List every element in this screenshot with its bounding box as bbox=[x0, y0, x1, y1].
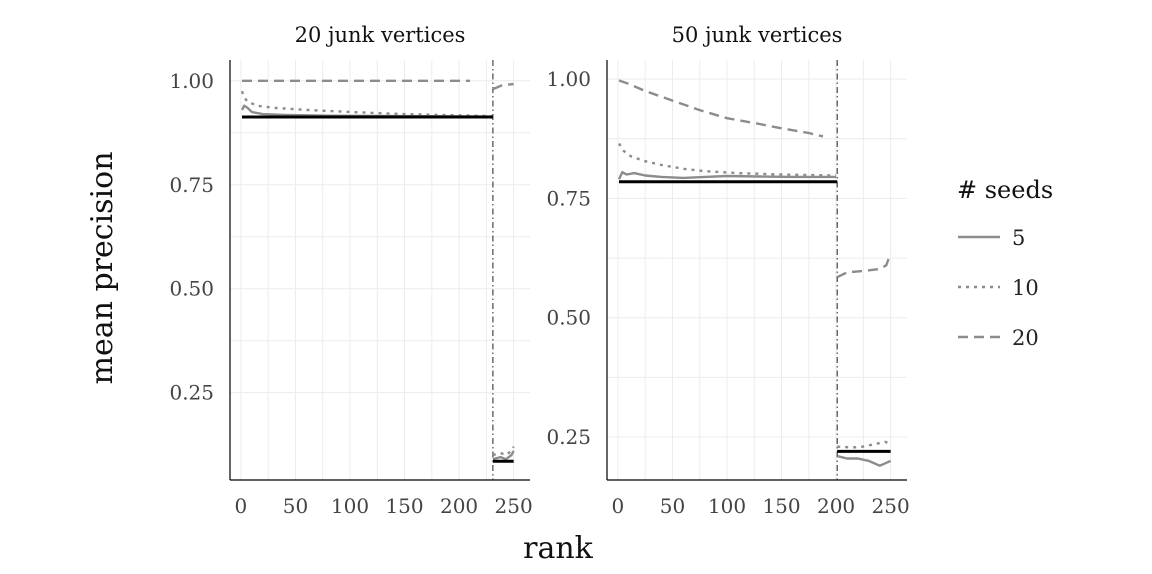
panel-2: 50 junk vertices 0 50 100 150 200 250 0.25 0.50 0… bbox=[546, 23, 909, 518]
legend-label: 20 bbox=[1012, 326, 1039, 350]
grid bbox=[230, 60, 530, 480]
x-tick-label: 200 bbox=[817, 494, 855, 518]
series-line-10-seeds bbox=[492, 446, 515, 457]
x-tick-label: 200 bbox=[440, 494, 478, 518]
x-tick-label: 250 bbox=[872, 494, 910, 518]
series-line-20-seeds bbox=[492, 82, 514, 91]
series-line-20-seeds bbox=[836, 252, 892, 279]
y-tick-label: 0.75 bbox=[546, 186, 591, 210]
grid bbox=[607, 60, 907, 480]
legend-title: # seeds bbox=[957, 176, 1053, 204]
series-line-5-seeds bbox=[617, 171, 837, 180]
x-axis-title: rank bbox=[523, 531, 594, 566]
x-tick-label: 50 bbox=[283, 494, 308, 518]
y-tick-label: 1.00 bbox=[546, 67, 591, 91]
panel-title: 20 junk vertices bbox=[295, 23, 466, 47]
series-line-10-seeds bbox=[837, 440, 892, 449]
legend-items: 5 10 20 bbox=[958, 226, 1039, 350]
y-tick-label: 0.75 bbox=[169, 173, 214, 197]
series-line-10-seeds bbox=[617, 142, 837, 177]
x-tick-label: 150 bbox=[385, 494, 423, 518]
x-tick-label: 50 bbox=[660, 494, 685, 518]
series-line-20-seeds bbox=[618, 79, 824, 138]
x-tick-label: 0 bbox=[612, 494, 625, 518]
panel-title: 50 junk vertices bbox=[672, 23, 843, 47]
y-tick-label: 0.50 bbox=[546, 306, 591, 330]
series-line-10-seeds bbox=[240, 90, 492, 118]
y-axis-title: mean precision bbox=[85, 151, 120, 384]
legend-label: 5 bbox=[1012, 226, 1025, 250]
y-tick-label: 0.25 bbox=[169, 381, 214, 405]
x-tick-label: 100 bbox=[331, 494, 369, 518]
legend-label: 10 bbox=[1012, 276, 1039, 300]
series-line-5-seeds bbox=[836, 454, 892, 467]
y-tick-label: 0.50 bbox=[169, 277, 214, 301]
series-line-5-seeds bbox=[240, 104, 492, 118]
panels: 20 junk vertices 0 50 100 150 200 250 0.25 0.50 0… bbox=[169, 23, 909, 518]
series-line-5-seeds bbox=[492, 450, 515, 461]
x-tick-label: 0 bbox=[235, 494, 248, 518]
panel-1: 20 junk vertices 0 50 100 150 200 250 0.25 0.50 0… bbox=[169, 23, 532, 518]
y-tick-label: 0.25 bbox=[546, 425, 591, 449]
legend: # seeds 5 10 20 bbox=[957, 176, 1053, 350]
x-tick-label: 250 bbox=[495, 494, 533, 518]
y-tick-label: 1.00 bbox=[169, 69, 214, 93]
x-tick-label: 100 bbox=[708, 494, 746, 518]
x-tick-label: 150 bbox=[762, 494, 800, 518]
